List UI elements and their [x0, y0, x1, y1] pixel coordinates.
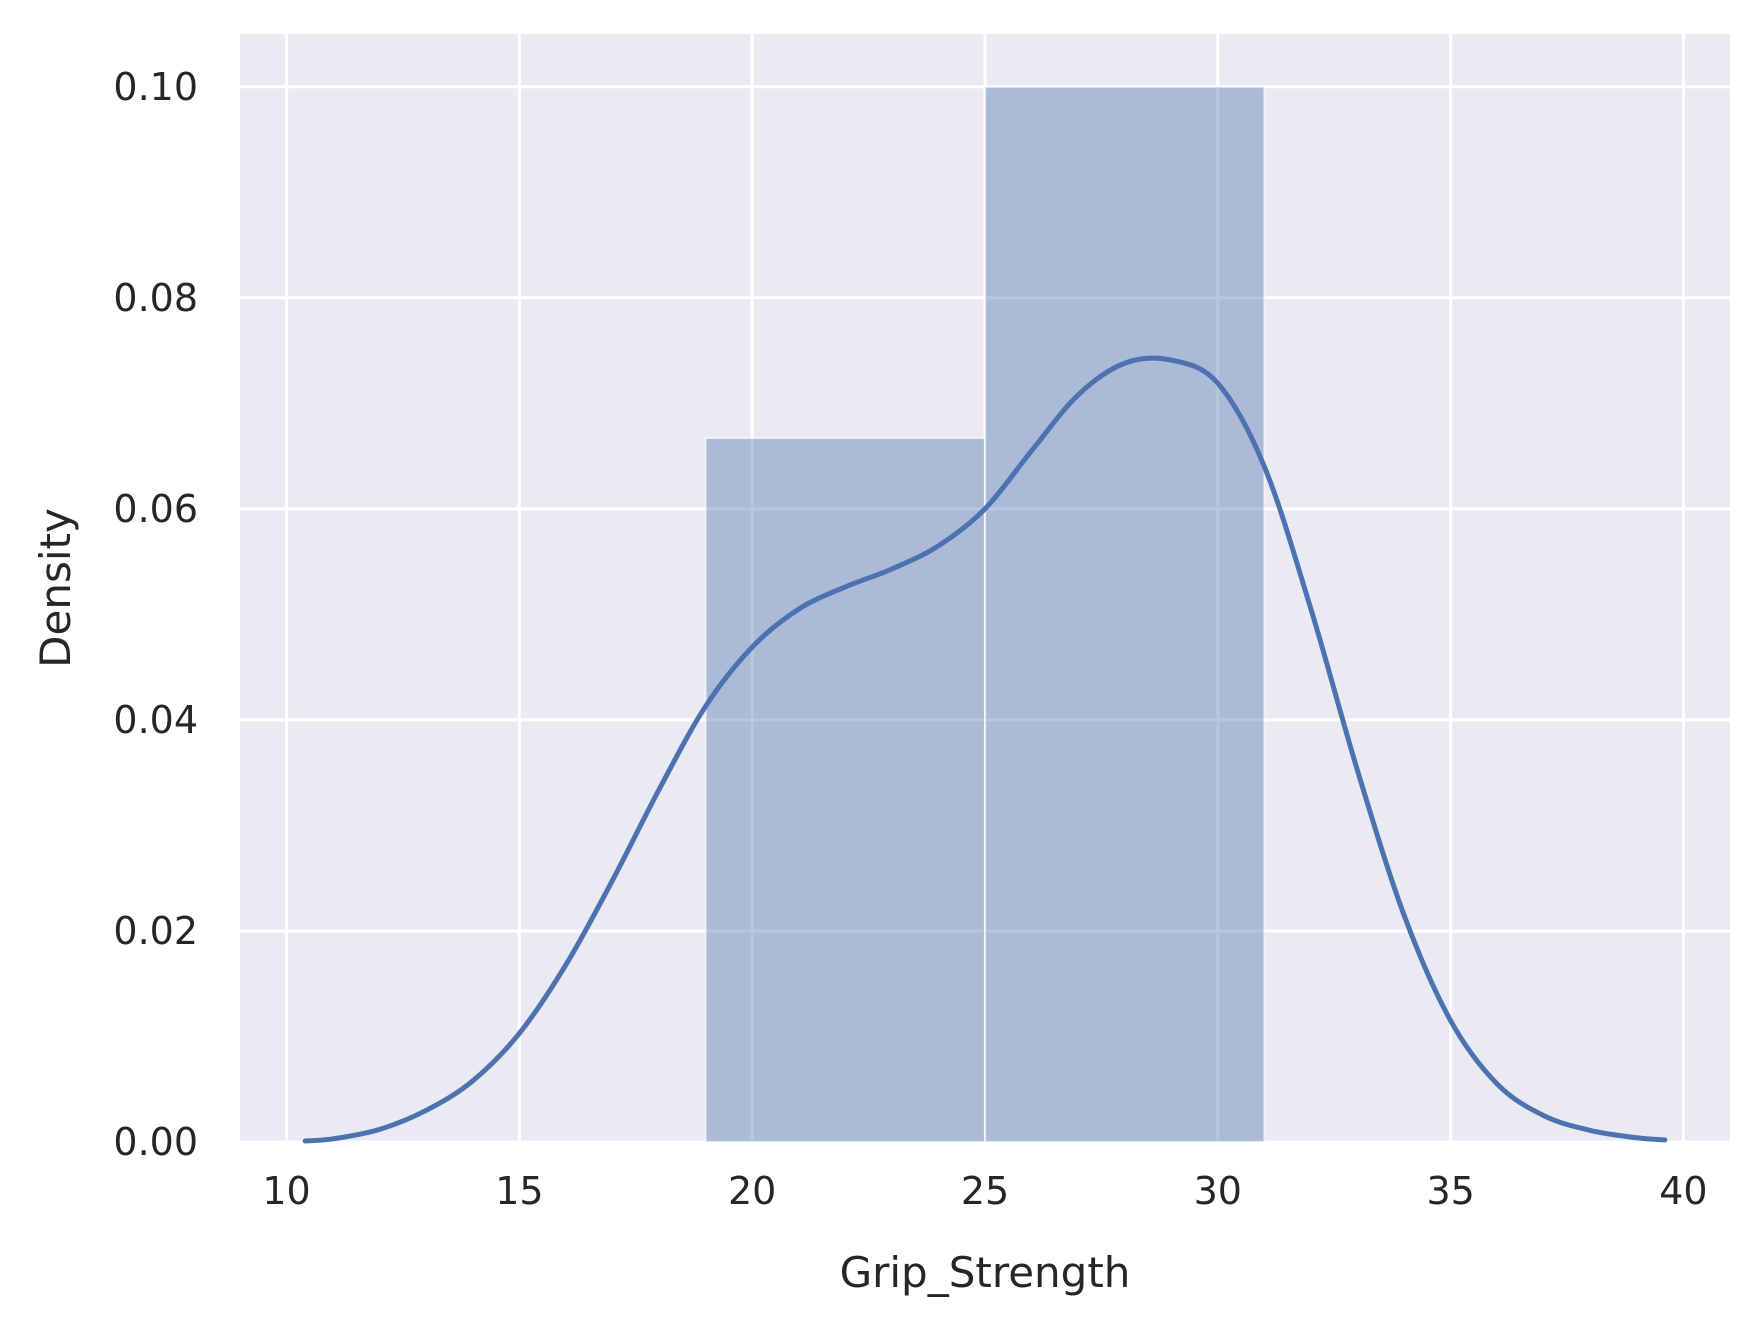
y-axis-label: Density	[31, 508, 80, 668]
histogram-bars	[704, 85, 1266, 1143]
y-tick-label: 0.02	[113, 909, 198, 953]
y-tick-label: 0.00	[113, 1120, 198, 1164]
kde-curve-group	[302, 355, 1668, 1144]
histogram-bar	[704, 437, 986, 1143]
x-tick-labels: 10 15 20 25 30 35 40	[262, 1169, 1707, 1213]
x-tick-label: 40	[1659, 1169, 1707, 1213]
x-axis-label: Grip_Strength	[840, 1248, 1131, 1297]
y-tick-label: 0.10	[113, 65, 198, 109]
y-tick-labels: 0.00 0.02 0.04 0.06 0.08 0.10	[113, 65, 198, 1164]
x-tick-label: 20	[728, 1169, 776, 1213]
x-tick-label: 30	[1194, 1169, 1242, 1213]
y-tick-label: 0.08	[113, 276, 198, 320]
x-tick-label: 15	[495, 1169, 543, 1213]
y-tick-label: 0.04	[113, 698, 198, 742]
x-tick-label: 25	[961, 1169, 1009, 1213]
x-tick-label: 35	[1426, 1169, 1474, 1213]
y-tick-label: 0.06	[113, 487, 198, 531]
histogram-bar	[984, 85, 1266, 1143]
kde-curve	[302, 355, 1668, 1144]
x-tick-label: 10	[262, 1169, 310, 1213]
